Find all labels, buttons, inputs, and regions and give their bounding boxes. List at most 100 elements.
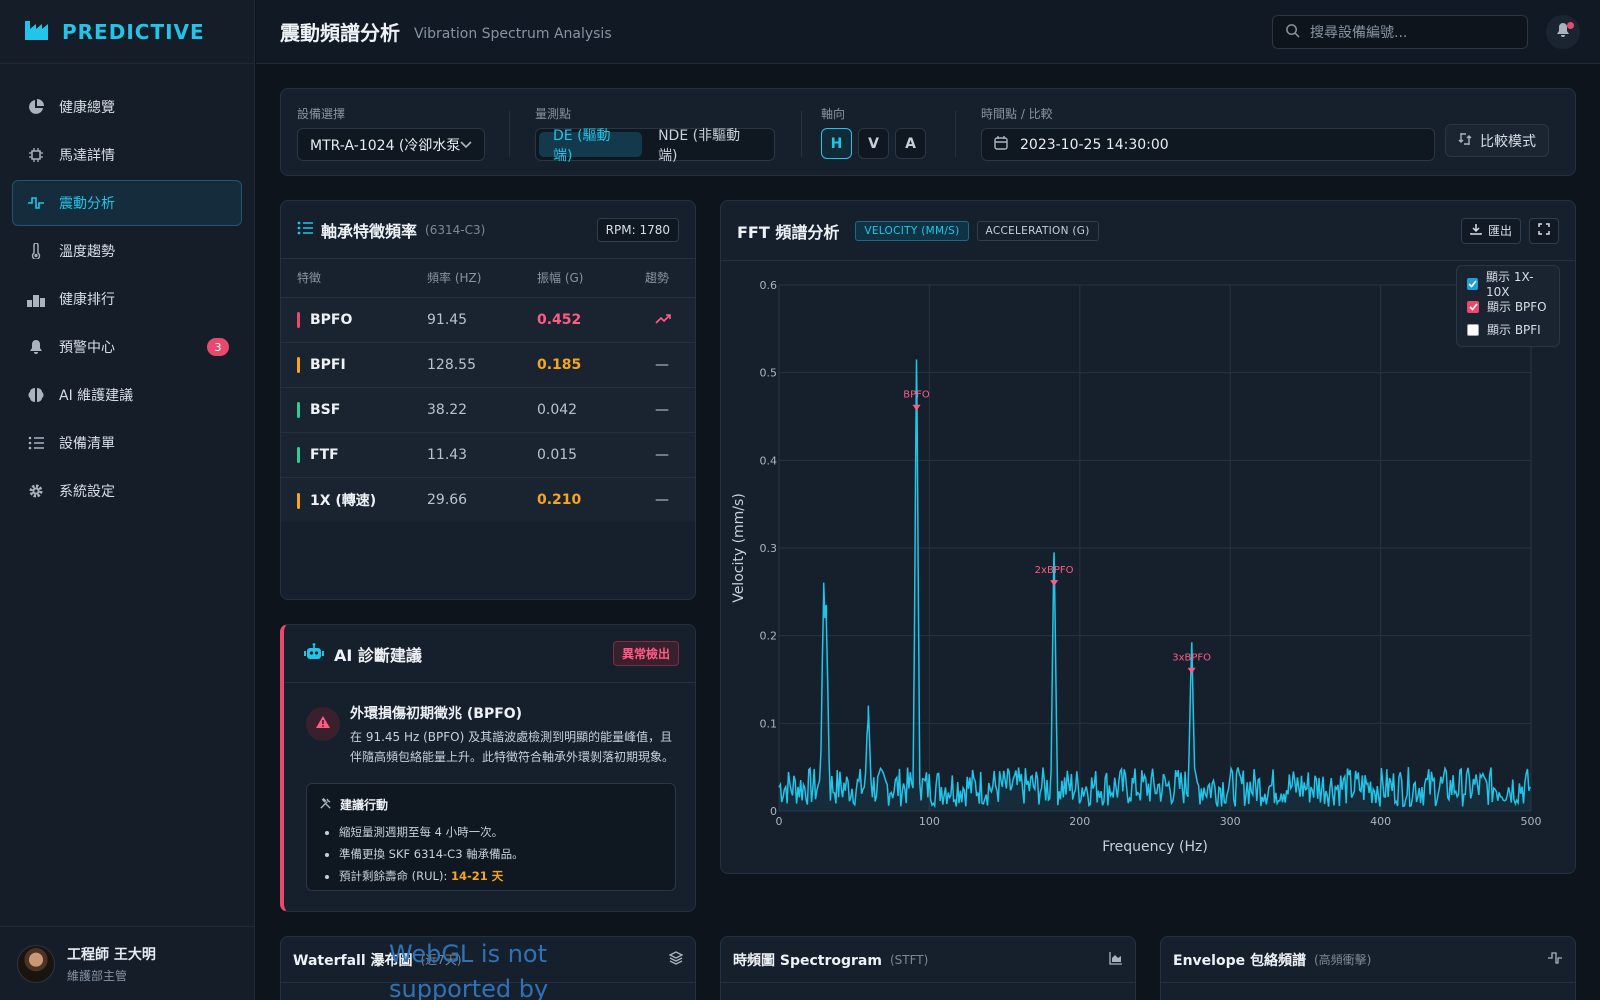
table-row[interactable]: 1X (轉速) 29.66 0.210 —	[281, 476, 695, 522]
fft-chart[interactable]: 0 0.1 0.2 0.3 0.4 0.5 0.6 0 100 200 300 400 500 Frequ…	[721, 261, 1575, 873]
actions-title: 建議行動	[340, 798, 389, 812]
sidebar-item-1[interactable]: 馬達詳情	[12, 132, 242, 178]
col-feature: 特徵	[281, 259, 411, 297]
point-option-de[interactable]: DE (驅動端)	[539, 128, 643, 164]
sidebar-item-7[interactable]: 設備清單	[12, 420, 242, 466]
checkbox-unchecked[interactable]	[1467, 323, 1479, 336]
time-label: 時間點 / 比較	[981, 107, 1053, 121]
recommended-actions: 建議行動 縮短量測週期至每 4 小時一次。 準備更換 SKF 6314-C3 軸…	[306, 783, 676, 891]
export-button[interactable]: 匯出	[1460, 217, 1521, 244]
sidebar-item-2[interactable]: 震動分析	[12, 180, 242, 226]
waterfall-note: (近7天)	[420, 953, 462, 967]
fft-title: FFT 頻譜分析	[737, 222, 840, 242]
series-line	[778, 359, 1531, 809]
page-subtitle: Vibration Spectrum Analysis	[414, 25, 612, 42]
table-row[interactable]: BPFO 91.45 0.452	[281, 296, 695, 342]
brain-icon	[27, 386, 45, 404]
table-row[interactable]: BPFI 128.55 0.185 —	[281, 341, 695, 387]
search-input[interactable]: 搜尋設備編號...	[1272, 15, 1528, 49]
velocity-tab[interactable]: VELOCITY (MM/S)	[855, 220, 969, 241]
legend-toggle-2[interactable]: 顯示 BPFI	[1467, 318, 1549, 341]
area-chart-icon[interactable]	[1109, 951, 1123, 969]
sidebar-item-label: AI 維護建議	[59, 388, 134, 404]
fft-panel: FFT 頻譜分析 VELOCITY (MM/S) ACCELERATION (G…	[720, 200, 1576, 874]
brand[interactable]: PREDICTIVE	[0, 0, 254, 64]
anomaly-badge: 異常檢出	[612, 641, 679, 666]
user-profile[interactable]: 工程師 王大明 維護部主管	[0, 926, 255, 1000]
point-label: 量測點	[535, 107, 572, 121]
table-row[interactable]: FTF 11.43 0.015 —	[281, 431, 695, 477]
sidebar-item-3[interactable]: 溫度趨勢	[12, 228, 242, 274]
severity-marker	[297, 356, 300, 373]
divider	[509, 111, 510, 157]
frequency-cell: 29.66	[411, 476, 521, 522]
trend-cell: —	[629, 386, 695, 432]
warning-badge	[306, 707, 340, 741]
bearing-table: 特徵 頻率 (HZ) 振幅 (G) 趨勢 BPFO 91.45 0.452 BPFI 1…	[281, 259, 695, 522]
trend-flat: —	[655, 446, 669, 463]
factory-logo-icon	[24, 19, 50, 45]
tools-icon	[319, 797, 332, 813]
sidebar-item-6[interactable]: AI 維護建議	[12, 372, 242, 418]
bell-icon	[1556, 22, 1570, 42]
warning-icon	[315, 715, 331, 733]
point-option-nde[interactable]: NDE (非驅動端)	[658, 127, 741, 164]
device-select-group: 設備選擇 MTR-A-1024 (冷卻水泵	[297, 105, 485, 161]
trend-cell: —	[629, 341, 695, 387]
layers-icon[interactable]	[668, 950, 684, 969]
action-item: 預計剩餘壽命 (RUL): 14-21 天	[339, 865, 663, 887]
acceleration-tab[interactable]: ACCELERATION (G)	[976, 220, 1099, 241]
calendar-icon	[994, 135, 1008, 154]
list-icon	[297, 221, 313, 239]
feature-name: BPFO	[310, 311, 353, 328]
waterfall-title: Waterfall 瀑布圖	[293, 952, 413, 969]
frequency-cell: 11.43	[411, 431, 521, 477]
notification-button[interactable]	[1546, 15, 1580, 49]
device-select[interactable]: MTR-A-1024 (冷卻水泵	[297, 128, 485, 161]
sidebar-item-4[interactable]: 健康排行	[12, 276, 242, 322]
webgl-warning: WebGL is not supported by	[389, 940, 549, 1000]
podium-icon	[27, 290, 45, 308]
compare-button[interactable]: 比較模式	[1445, 124, 1549, 157]
amplitude-cell: 0.185	[521, 341, 629, 387]
sidebar-item-5[interactable]: 預警中心 3	[12, 324, 242, 370]
trend-flat: —	[655, 356, 669, 373]
legend-label: 顯示 1X-10X	[1486, 270, 1534, 299]
axis-v-button[interactable]: V	[858, 128, 889, 159]
axis-a-button[interactable]: A	[895, 128, 926, 159]
peak-annotation-label: BPFO	[903, 390, 930, 401]
envelope-panel: Envelope 包絡頻譜 (高頻衝擊)	[1160, 936, 1576, 1000]
avatar	[17, 944, 55, 983]
legend-toggle-1[interactable]: 顯示 BPFO	[1467, 295, 1549, 318]
sidebar-item-8[interactable]: 系統設定	[12, 468, 242, 514]
waterfall-header: Waterfall 瀑布圖 (近7天)	[281, 937, 695, 983]
checkbox-checked[interactable]	[1467, 300, 1479, 313]
fullscreen-button[interactable]	[1529, 217, 1559, 244]
point-group: 量測點 DE (驅動端) NDE (非驅動端)	[535, 105, 775, 164]
search-icon	[1285, 23, 1300, 42]
legend-toggle-0[interactable]: 顯示 1X-10X	[1467, 270, 1549, 299]
pie-chart-icon	[27, 98, 45, 116]
user-role: 維護部主管	[67, 968, 128, 983]
ai-diagnosis-panel: AI 診斷建議 異常檢出 外環損傷初期徵兆 (BPFO) 在 91.45 Hz …	[280, 624, 696, 912]
notification-dot	[1567, 22, 1574, 29]
frequency-cell: 38.22	[411, 386, 521, 432]
peak-annotation-label: 2xBPFO	[1035, 565, 1074, 576]
fft-tools: 匯出	[1460, 217, 1559, 244]
table-row[interactable]: BSF 38.22 0.042 —	[281, 386, 695, 432]
actions-title-row: 建議行動	[319, 796, 663, 813]
divider	[955, 111, 956, 157]
checkbox-checked[interactable]	[1467, 277, 1478, 290]
severity-marker	[297, 492, 300, 509]
y-tick-label: 0.5	[760, 367, 778, 380]
y-tick-label: 0.4	[760, 454, 778, 467]
axis-h-button[interactable]: H	[821, 128, 852, 159]
legend-label: 顯示 BPFO	[1487, 300, 1547, 314]
feature-cell: FTF	[281, 431, 411, 477]
x-tick-label: 500	[1521, 815, 1542, 828]
pulse-icon[interactable]	[1547, 951, 1563, 968]
time-picker[interactable]: 2023-10-25 14:30:00	[981, 128, 1435, 161]
sidebar-item-0[interactable]: 健康總覽	[12, 84, 242, 130]
waterfall-panel: Waterfall 瀑布圖 (近7天) WebGL is not support…	[280, 936, 696, 1000]
amplitude-cell: 0.042	[521, 386, 629, 432]
